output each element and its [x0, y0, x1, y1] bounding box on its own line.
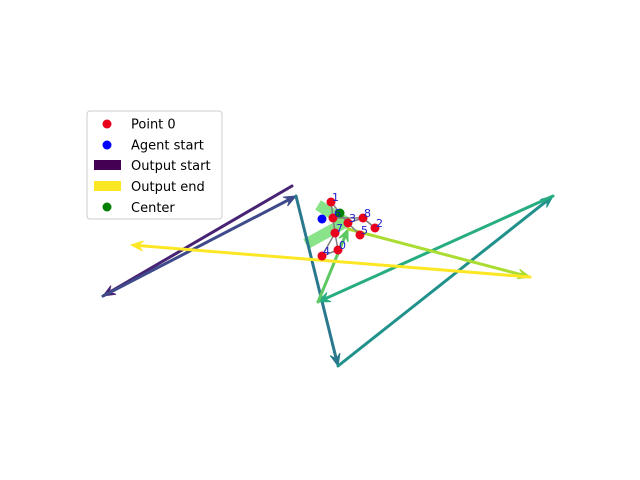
output-arrowhead-2: [329, 352, 341, 368]
output-arrow-4: [324, 194, 555, 301]
point-label-2: 2: [376, 217, 383, 230]
output-path-arrows: [101, 184, 555, 368]
legend-marker-point0: [102, 119, 112, 129]
legend-label-point0: Point 0: [131, 118, 176, 133]
output-arrow-7: [137, 244, 532, 279]
point-0: [333, 245, 343, 255]
point-label-7: 7: [336, 222, 343, 235]
point-label-3: 3: [349, 212, 356, 225]
legend-label-output-start: Output start: [131, 159, 211, 174]
legend-marker-center: [102, 202, 112, 212]
output-arrow-0: [108, 184, 294, 294]
point-4: [317, 251, 327, 261]
guide-segment-1: [303, 217, 349, 249]
point-label-0: 0: [339, 239, 346, 252]
point-label-1: 1: [332, 191, 339, 204]
output-arrow-6: [346, 227, 524, 277]
legend-frame: [86, 110, 223, 220]
point-7: [330, 228, 340, 238]
output-arrowhead-7: [129, 240, 144, 252]
point-5: [355, 230, 365, 240]
legend-label-agent-start: Agent start: [131, 139, 204, 154]
point-6: [328, 213, 338, 223]
legend: Point 0 Agent start Output start Output …: [86, 110, 223, 220]
output-arrow-3: [336, 199, 548, 368]
output-arrowhead-4: [316, 292, 332, 303]
legend-label-output-end: Output end: [131, 180, 205, 195]
point-8: [358, 213, 368, 223]
point-2: [370, 223, 380, 233]
legend-label-center: Center: [131, 201, 175, 216]
point-label-5: 5: [361, 224, 368, 237]
agent-start-point: [317, 214, 327, 224]
output-arrow-2: [294, 194, 338, 360]
point-label-8: 8: [364, 207, 371, 220]
output-arrowhead-1: [282, 195, 298, 207]
output-arrowhead-5: [338, 227, 349, 243]
points-layer: [317, 197, 380, 261]
legend-marker-agent-start: [102, 140, 112, 150]
point-label-4: 4: [323, 245, 330, 258]
output-arrow-1: [101, 198, 291, 298]
point-1: [326, 197, 336, 207]
center-point: [335, 208, 345, 218]
point-label-6: 6: [334, 207, 341, 220]
legend-marker-output-start: [94, 160, 121, 170]
legend-marker-output-end: [94, 181, 121, 191]
point-labels: 0 1 2 3 4 5 6 7 8: [323, 191, 383, 258]
point-3: [343, 218, 353, 228]
